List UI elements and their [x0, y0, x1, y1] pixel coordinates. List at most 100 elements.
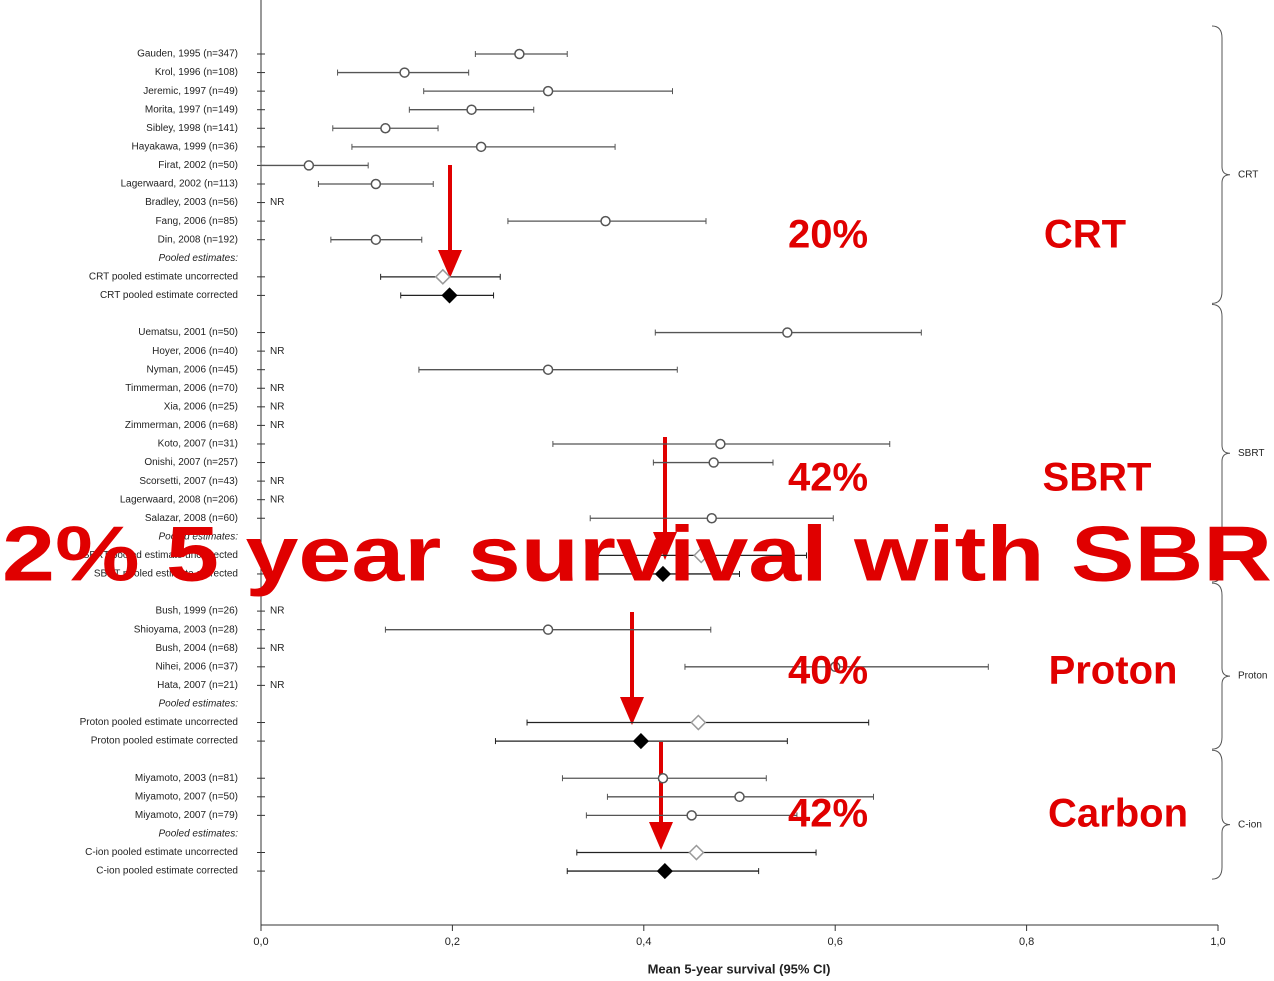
row-label: Jeremic, 1997 (n=49)	[143, 86, 238, 97]
row-label: Proton pooled estimate corrected	[91, 736, 238, 747]
row-label: CRT pooled estimate uncorrected	[89, 271, 238, 282]
x-tick-label: 0,8	[1019, 936, 1034, 948]
row-label: Koto, 2007 (n=31)	[158, 439, 238, 450]
row-label: Shioyama, 2003 (n=28)	[134, 624, 238, 635]
row-label: Miyamoto, 2007 (n=79)	[135, 810, 238, 821]
group-brace	[1211, 25, 1231, 304]
row-label: Lagerwaard, 2008 (n=206)	[120, 494, 238, 505]
pooled-point	[654, 565, 672, 583]
group-label: CRT	[1238, 169, 1258, 180]
nr-note: NR	[270, 606, 284, 617]
point	[466, 104, 477, 115]
pooled-heading: Pooled estimates:	[159, 699, 239, 710]
row-label: Hoyer, 2006 (n=40)	[152, 346, 238, 357]
group-brace	[1211, 749, 1231, 880]
point	[782, 327, 793, 338]
nr-note: NR	[270, 197, 284, 208]
group-brace	[1211, 582, 1231, 750]
row-label: Onishi, 2007 (n=257)	[144, 457, 238, 468]
annotation: 42%	[788, 792, 868, 836]
point	[380, 123, 391, 134]
point	[708, 457, 719, 468]
point	[542, 85, 554, 97]
point	[715, 438, 726, 450]
nr-note: NR	[270, 383, 284, 394]
x-tick-label: 0,0	[253, 936, 268, 948]
row-label: Nyman, 2006 (n=45)	[147, 364, 238, 375]
row-label: SBRT pooled estimate corrected	[94, 569, 238, 580]
group-label: SBRT	[1238, 448, 1265, 459]
row-label: Bush, 2004 (n=68)	[155, 643, 238, 654]
nr-note: NR	[270, 643, 284, 654]
row-label: CRT pooled estimate corrected	[100, 290, 238, 301]
annotation: Carbon	[1048, 792, 1188, 836]
point	[542, 624, 554, 635]
point	[600, 215, 611, 227]
annotation: 42%	[788, 456, 868, 500]
point	[686, 810, 697, 821]
group-brace	[1211, 304, 1231, 583]
arrows	[438, 165, 677, 850]
row-label: Fang, 2006 (n=85)	[155, 216, 238, 227]
pooled-point	[656, 863, 673, 880]
nr-note: NR	[270, 494, 284, 505]
row-label: Salazar, 2008 (n=60)	[145, 513, 238, 524]
x-tick-label: 0,2	[445, 936, 460, 948]
point	[399, 67, 410, 78]
point	[370, 234, 382, 245]
x-tick-label: 0,4	[636, 936, 651, 948]
row-label: Morita, 1997 (n=149)	[145, 104, 238, 115]
row-label: Proton pooled estimate uncorrected	[80, 717, 238, 728]
row-label: C-ion pooled estimate uncorrected	[85, 847, 238, 858]
row-label: C-ion pooled estimate corrected	[96, 866, 238, 877]
nr-note: NR	[270, 476, 284, 487]
point	[829, 661, 841, 673]
pooled-heading: Pooled estimates:	[159, 829, 239, 840]
nr-note: NR	[270, 346, 284, 357]
row-label: Xia, 2006 (n=25)	[164, 401, 238, 412]
point	[303, 160, 315, 171]
row-label: SBRT pooled estimate uncorrected	[83, 550, 238, 561]
pooled-point	[434, 268, 451, 285]
row-label: Din, 2008 (n=192)	[158, 234, 238, 245]
headline: 2% 5 year survival with SBR	[2, 510, 1272, 598]
row-label: Krol, 1996 (n=108)	[155, 67, 238, 78]
pooled-heading: Pooled estimates:	[159, 531, 239, 542]
row-label: Sibley, 1998 (n=141)	[146, 123, 238, 134]
annotation: CRT	[1044, 213, 1126, 257]
point	[706, 513, 717, 524]
row-label: Bush, 1999 (n=26)	[155, 606, 238, 617]
nr-note: NR	[270, 401, 284, 412]
pooled-heading: Pooled estimates:	[159, 253, 239, 264]
row-label: Uematsu, 2001 (n=50)	[138, 327, 238, 338]
group-label: C-ion	[1238, 819, 1262, 830]
row-label: Bradley, 2003 (n=56)	[145, 197, 238, 208]
row-label: Miyamoto, 2003 (n=81)	[135, 773, 238, 784]
point	[734, 791, 745, 803]
annotation: 20%	[788, 213, 868, 257]
annotation: SBRT	[1043, 456, 1152, 500]
pooled-point	[693, 547, 710, 564]
row-label: Scorsetti, 2007 (n=43)	[139, 476, 238, 487]
row-label: Miyamoto, 2007 (n=50)	[135, 791, 238, 802]
row-label: Nihei, 2006 (n=37)	[155, 661, 238, 672]
point	[475, 141, 487, 153]
pooled-point	[688, 844, 705, 861]
row-label: Hata, 2007 (n=21)	[157, 680, 238, 691]
point	[370, 178, 382, 190]
pooled-point	[632, 733, 649, 750]
nr-note: NR	[270, 680, 284, 691]
row-label: Hayakawa, 1999 (n=36)	[132, 141, 238, 152]
annotation: Proton	[1049, 649, 1178, 693]
group-label: Proton	[1238, 671, 1267, 682]
row-label: Zimmerman, 2006 (n=68)	[125, 420, 238, 431]
nr-note: NR	[270, 420, 284, 431]
row-label: Timmerman, 2006 (n=70)	[125, 383, 238, 394]
x-axis-title: Mean 5-year survival (95% CI)	[648, 961, 831, 976]
row-label: Firat, 2002 (n=50)	[158, 160, 238, 171]
x-tick-label: 0,6	[828, 936, 843, 948]
point	[514, 48, 525, 60]
row-label: Lagerwaard, 2002 (n=113)	[121, 179, 238, 190]
